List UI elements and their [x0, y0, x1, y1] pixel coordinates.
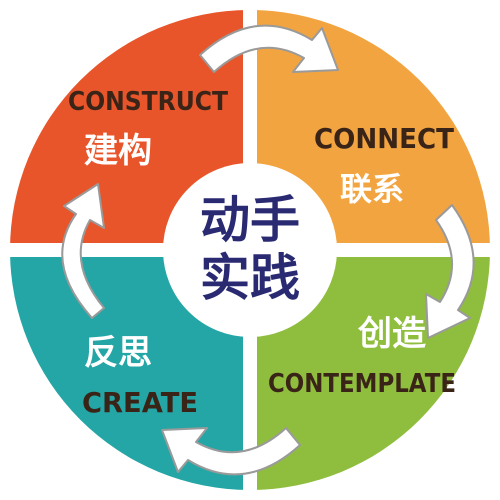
label-create-zh: 反思 — [84, 333, 152, 373]
cycle-arrow-right — [425, 204, 475, 339]
label-construct-en: CONSTRUCT — [68, 87, 228, 117]
label-contemplate-en: CONTEMPLATE — [268, 369, 456, 399]
center-circle — [163, 163, 337, 337]
label-connect-en: CONNECT — [314, 122, 454, 155]
label-connect-zh: 联系 — [340, 170, 404, 208]
label-construct-zh: 建构 — [84, 131, 152, 171]
cycle-arrow-bottom — [161, 427, 301, 476]
center-title-line2: 实践 — [200, 249, 300, 307]
cycle-arrow-left — [61, 183, 105, 319]
cycle-arrow-top — [199, 24, 339, 73]
label-create-en: CREATE — [82, 386, 198, 419]
label-contemplate-zh: 创造 — [357, 314, 426, 354]
center-title-line1: 动手 — [200, 191, 300, 249]
